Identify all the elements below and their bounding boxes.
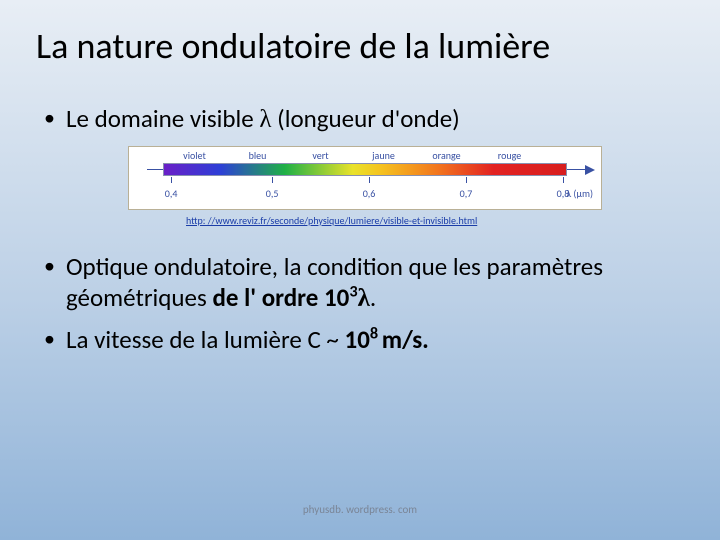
bullet-2-end: . — [370, 282, 376, 313]
bullet-2: • Optique ondulatoire, la condition que … — [44, 251, 684, 315]
bullet-3-unit: m/s. — [382, 324, 429, 355]
spectrum-tick-label: 0,5 — [266, 187, 279, 200]
spectrum-color-label: vert — [289, 149, 352, 162]
spectrum-color-label: rouge — [478, 149, 541, 162]
bullet-2-exp: 3 — [349, 283, 357, 302]
spectrum-gradient-bar — [163, 163, 567, 176]
spectrum-color-label: bleu — [226, 149, 289, 162]
footer-text: phyusdb. wordpress. com — [0, 503, 720, 516]
spectrum-color-label: jaune — [352, 149, 415, 162]
spectrum-bar-row — [163, 163, 567, 177]
bullet-dot: • — [44, 251, 66, 282]
bullet-2-lambda: λ — [358, 285, 370, 312]
source-link[interactable]: http: //www.reviz.fr/seconde/physique/lu… — [186, 214, 684, 227]
bullet-1-prefix: Le domaine visible — [66, 103, 259, 134]
bullet-dot: • — [44, 324, 66, 355]
bullet-1-text: Le domaine visible λ (longueur d'onde) — [66, 103, 684, 135]
slide: La nature ondulatoire de la lumière • Le… — [0, 0, 720, 540]
bullet-2-text: Optique ondulatoire, la condition que le… — [66, 251, 684, 315]
spectrum-tick-label: 0,7 — [460, 187, 473, 200]
bullet-3-text: La vitesse de la lumière C ~ 108 m/s. — [66, 324, 684, 355]
bullet-3-bold: 10 — [345, 324, 370, 355]
bullet-1-suffix: (longueur d'onde) — [271, 103, 459, 134]
bullet-dot: • — [44, 103, 66, 134]
bullet-3-prefix: La vitesse de la lumière C ~ — [66, 324, 345, 355]
spectrum-tick — [272, 177, 273, 183]
spectrum-tick — [171, 177, 172, 183]
bullet-2-bold: de l' ordre 10 — [212, 282, 349, 313]
spectrum-figure: violetbleuvertjauneorangerouge 0,4 0,5 0,6… — [128, 146, 602, 210]
spectrum-tick — [466, 177, 467, 183]
spectrum-ticks — [163, 179, 567, 185]
spectrum-tick-label: 0,6 — [363, 187, 376, 200]
spectrum-tick — [563, 177, 564, 183]
spectrum-tick-label: 0,4 — [165, 187, 178, 200]
bullet-1-lambda: λ — [259, 106, 271, 133]
slide-title: La nature ondulatoire de la lumière — [36, 26, 684, 67]
spectrum-axis-label: λ (μm) — [567, 187, 593, 200]
bullet-3-exp: 8 — [370, 325, 382, 344]
bullet-1: • Le domaine visible λ (longueur d'onde) — [44, 103, 684, 135]
spectrum-tick — [369, 177, 370, 183]
bullet-3: • La vitesse de la lumière C ~ 108 m/s. — [44, 324, 684, 355]
arrow-right-icon — [585, 165, 595, 175]
spectrum-color-labels: violetbleuvertjauneorangerouge — [163, 149, 541, 162]
spectrum-color-label: violet — [163, 149, 226, 162]
spectrum-color-label: orange — [415, 149, 478, 162]
